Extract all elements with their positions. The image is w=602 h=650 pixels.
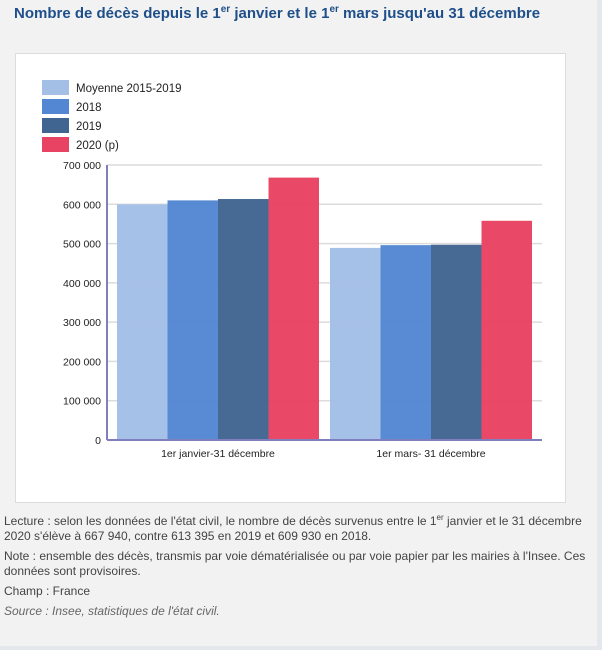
x-tick-label: 1er janvier-31 décembre	[161, 448, 275, 460]
legend-swatch	[42, 137, 69, 152]
lecture-text-2: janvier et le 31 décembre 2020 s'élève à…	[4, 514, 582, 543]
chart-notes: Lecture : selon les données de l'état ci…	[4, 514, 596, 624]
lecture-superscript: er	[436, 513, 444, 522]
title-superscript-1: er	[220, 4, 231, 15]
legend-label: 2018	[76, 102, 102, 114]
lecture-note: Lecture : selon les données de l'état ci…	[4, 514, 596, 544]
chart-title: Nombre de décès depuis le 1er janvier et…	[14, 4, 574, 23]
y-tick-label: 200 000	[63, 356, 101, 368]
title-part-1: Nombre de décès depuis le 1	[14, 5, 221, 22]
chart-card: Moyenne 2015-2019 2018 2019 2020 (p) 0 100 00…	[15, 53, 566, 503]
note-text: Note : ensemble des décès, transmis par …	[4, 549, 586, 578]
y-tick-label: 100 000	[63, 396, 101, 408]
bar	[431, 244, 482, 440]
y-tick-label: 400 000	[63, 278, 101, 290]
title-part-3: mars jusqu'au 31 décembre	[338, 5, 541, 22]
y-tick-label: 600 000	[63, 199, 101, 211]
legend-label: 2020 (p)	[76, 140, 119, 152]
legend-swatch	[42, 118, 69, 133]
y-tick-label: 0	[95, 435, 101, 447]
legend-swatch	[42, 80, 69, 95]
bar	[218, 199, 269, 440]
bar	[380, 245, 431, 440]
legend-label: 2019	[76, 121, 102, 133]
x-tick-label: 1er mars- 31 décembre	[376, 448, 485, 460]
y-tick-label: 500 000	[63, 239, 101, 251]
legend-label: Moyenne 2015-2019	[76, 83, 182, 95]
bar	[117, 204, 168, 440]
y-tick-label: 700 000	[63, 160, 101, 172]
source-text: Source : Insee, statistiques de l'état c…	[4, 604, 220, 618]
bar	[330, 247, 381, 440]
page-right-border	[597, 0, 602, 650]
title-superscript-2: er	[329, 4, 339, 15]
bar	[167, 200, 218, 440]
champ-text: Champ : France	[4, 584, 91, 598]
legend-swatch	[42, 99, 69, 114]
y-tick-label: 300 000	[63, 317, 101, 329]
title-part-2: janvier et le 1	[230, 5, 330, 22]
page-bottom-border	[0, 646, 602, 650]
bar	[268, 177, 319, 440]
bar	[481, 220, 532, 440]
lecture-text-1: Lecture : selon les données de l'état ci…	[4, 514, 437, 528]
bar-chart: Moyenne 2015-2019 2018 2019 2020 (p) 0 100 00…	[42, 80, 542, 460]
